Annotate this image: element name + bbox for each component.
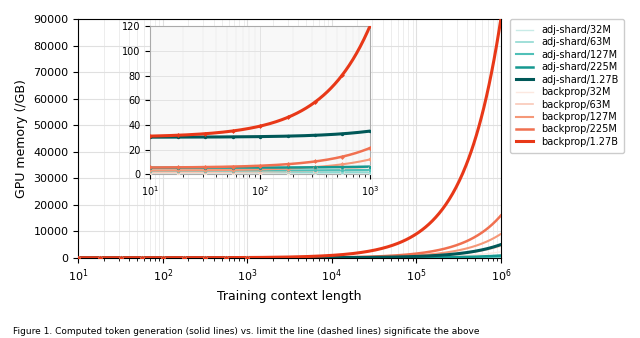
Point — [116, 255, 126, 261]
Point — [95, 255, 105, 261]
Point — [179, 255, 189, 261]
Point — [74, 255, 84, 261]
Point — [137, 255, 147, 261]
Point — [221, 255, 232, 261]
X-axis label: Training context length: Training context length — [218, 290, 362, 303]
Point — [74, 255, 84, 261]
Point — [200, 255, 211, 261]
Point — [158, 255, 168, 261]
Point — [137, 255, 147, 261]
Point — [74, 255, 84, 261]
Point — [116, 255, 126, 261]
Point — [95, 255, 105, 261]
Point — [200, 255, 211, 260]
Point — [137, 255, 147, 261]
Point — [116, 255, 126, 261]
Point — [243, 255, 253, 261]
Point — [116, 255, 126, 261]
Point — [179, 255, 189, 261]
Point — [74, 255, 84, 261]
Point — [137, 255, 147, 261]
Text: Figure 1. Computed token generation (solid lines) vs. limit the line (dashed lin: Figure 1. Computed token generation (sol… — [13, 327, 479, 336]
Point — [221, 255, 232, 261]
Point — [221, 255, 232, 261]
Point — [158, 255, 168, 261]
Point — [179, 255, 189, 261]
Point — [95, 255, 105, 261]
Point — [221, 255, 232, 261]
Point — [74, 255, 84, 261]
Point — [137, 255, 147, 261]
Point — [221, 255, 232, 260]
Point — [243, 255, 253, 261]
Point — [95, 255, 105, 261]
Point — [179, 255, 189, 261]
Point — [158, 255, 168, 261]
Point — [74, 255, 84, 261]
Point — [200, 255, 211, 261]
Point — [179, 255, 189, 261]
Point — [243, 255, 253, 261]
Point — [243, 255, 253, 261]
Point — [243, 255, 253, 261]
Point — [95, 255, 105, 261]
Point — [243, 255, 253, 261]
Point — [221, 255, 232, 261]
Point — [200, 255, 211, 261]
Point — [243, 255, 253, 260]
Point — [137, 255, 147, 261]
Point — [116, 255, 126, 261]
Point — [158, 255, 168, 261]
Point — [200, 255, 211, 261]
Point — [200, 255, 211, 261]
Point — [74, 255, 84, 261]
Point — [116, 255, 126, 261]
Point — [158, 255, 168, 261]
Legend: adj-shard/32M, adj-shard/63M, adj-shard/127M, adj-shard/225M, adj-shard/1.27B, b: adj-shard/32M, adj-shard/63M, adj-shard/… — [510, 19, 624, 153]
Y-axis label: GPU memory (/GB): GPU memory (/GB) — [15, 79, 28, 198]
Point — [137, 255, 147, 261]
Point — [200, 255, 211, 261]
Point — [221, 255, 232, 261]
Point — [200, 255, 211, 261]
Point — [221, 255, 232, 261]
Point — [116, 255, 126, 261]
Point — [74, 255, 84, 261]
Point — [179, 255, 189, 261]
Point — [158, 255, 168, 261]
Point — [116, 255, 126, 261]
Point — [200, 255, 211, 261]
Point — [221, 255, 232, 261]
Point — [74, 255, 84, 261]
Point — [95, 255, 105, 261]
Point — [158, 255, 168, 261]
Point — [158, 255, 168, 261]
Point — [95, 255, 105, 261]
Point — [179, 255, 189, 261]
Point — [74, 255, 84, 261]
Point — [243, 255, 253, 261]
Point — [95, 255, 105, 261]
Point — [200, 255, 211, 261]
Point — [116, 255, 126, 261]
Point — [221, 255, 232, 261]
Point — [179, 255, 189, 261]
Point — [95, 255, 105, 261]
Point — [116, 255, 126, 261]
Point — [179, 255, 189, 260]
Point — [95, 255, 105, 261]
Point — [179, 255, 189, 261]
Point — [137, 255, 147, 261]
Point — [158, 255, 168, 261]
Point — [137, 255, 147, 261]
Point — [158, 255, 168, 261]
Point — [243, 255, 253, 261]
Point — [243, 255, 253, 261]
Point — [137, 255, 147, 261]
